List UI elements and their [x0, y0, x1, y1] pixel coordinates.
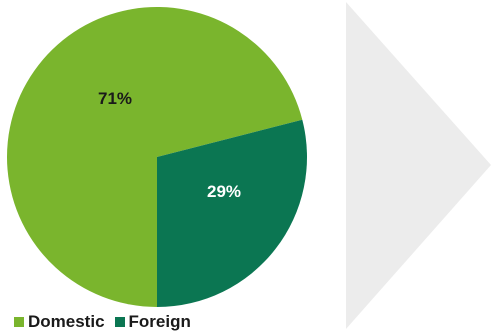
- legend-label-foreign: Foreign: [128, 312, 191, 331]
- legend-swatch-foreign: [114, 317, 125, 327]
- pie-data-labels: 71% 29%: [98, 89, 241, 201]
- pie-slice-foreign: [157, 119, 308, 307]
- data-label-foreign: 29%: [207, 182, 241, 201]
- pie-slices: [7, 6, 308, 307]
- chevron-right-icon: [346, 2, 491, 329]
- legend-item-domestic: Domestic: [14, 312, 105, 332]
- pie-slice-domestic: [7, 6, 303, 307]
- legend-item-foreign: Foreign: [114, 312, 191, 332]
- data-label-domestic: 71%: [98, 89, 132, 108]
- legend-label-domestic: Domestic: [28, 312, 105, 331]
- chart-legend: Domestic Foreign: [14, 311, 191, 333]
- legend-swatch-domestic: [14, 317, 24, 327]
